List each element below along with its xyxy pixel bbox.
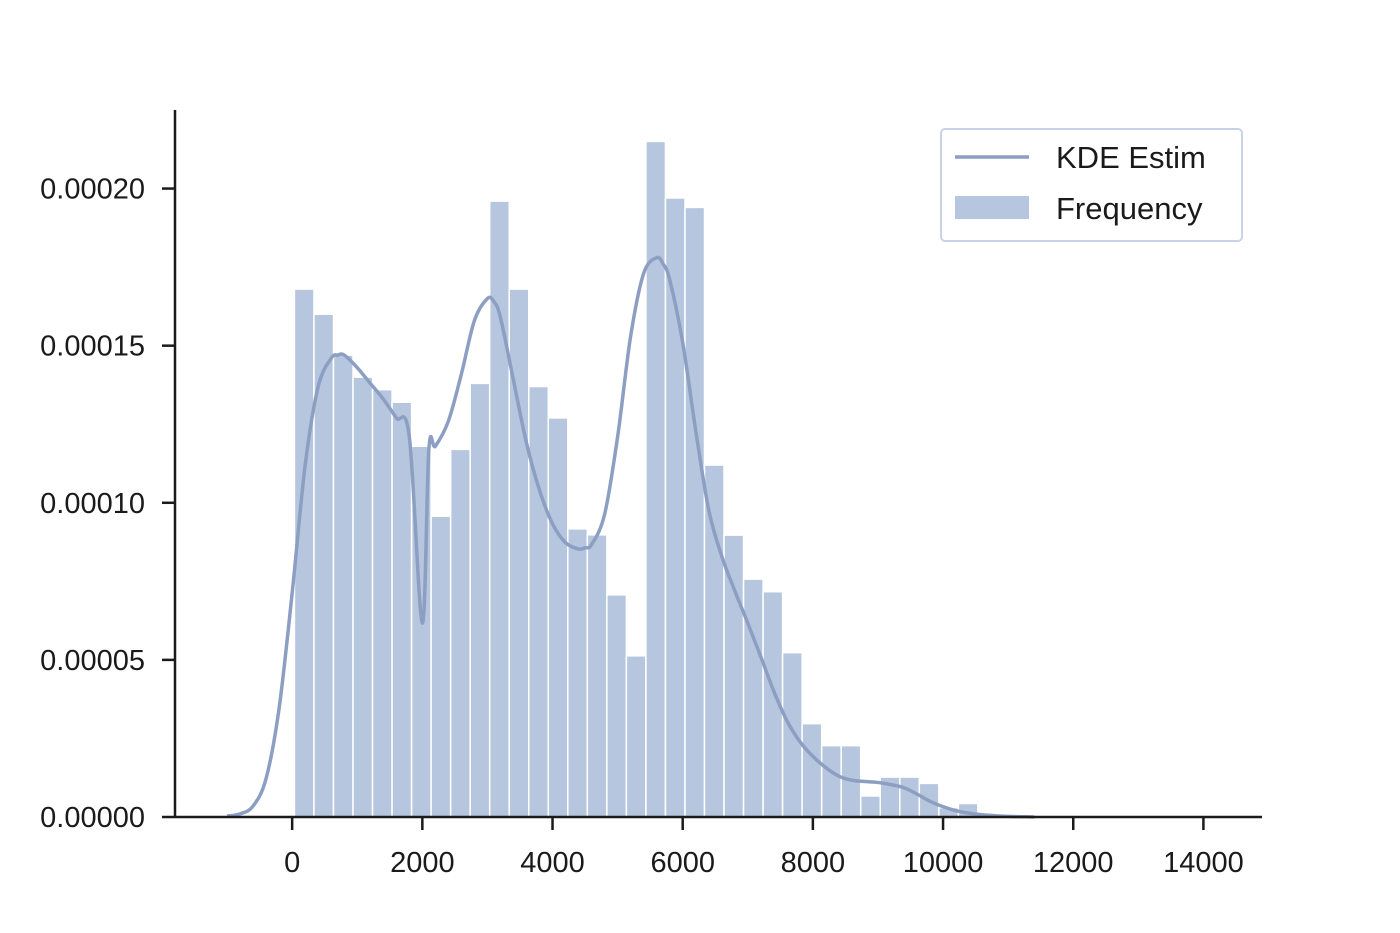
x-tick-label: 2000 [390,847,455,879]
histogram-bar [606,594,628,818]
y-axis-ticks: 0.00000 0.00005 0.00010 0.00015 0.00020 [40,174,175,834]
histogram-bar [488,200,510,818]
x-tick-label: 0 [284,847,300,879]
legend: KDE Estim Frequency [940,128,1243,242]
histogram-bar [430,515,452,818]
x-tick-label: 14000 [1163,847,1244,879]
y-tick-label: 0.00020 [40,174,145,206]
histogram-bar [742,578,764,818]
histogram-bar [801,722,823,818]
histogram-bar [528,385,550,818]
x-axis-ticks: 0 2000 4000 6000 8000 10000 12000 14000 [284,817,1244,879]
histogram-bar [820,744,842,818]
histogram-bar [332,354,354,818]
x-tick-label: 12000 [1033,847,1114,879]
legend-histogram-label: Frequency [1056,191,1203,226]
histogram-bar [664,197,686,818]
x-tick-label: 10000 [903,847,984,879]
histogram-bar [859,795,881,818]
y-tick-label: 0.00015 [40,331,145,363]
histogram-bar [469,382,491,818]
histogram-bars [293,140,979,818]
histogram-bar [449,448,471,818]
y-tick-label: 0.00010 [40,488,145,520]
histogram-bar [547,417,569,818]
histogram-bar [586,534,608,818]
legend-histogram-swatch [955,196,1029,219]
x-tick-label: 8000 [781,847,846,879]
x-tick-label: 4000 [520,847,585,879]
histogram-bar [684,206,706,818]
histogram-bar [352,376,374,818]
y-tick-label: 0.00005 [40,645,145,677]
x-tick-label: 6000 [650,847,715,879]
histogram-bar [899,776,921,818]
histogram-bar [391,401,413,818]
histogram-bar [723,534,745,818]
histogram-bar [703,464,725,818]
y-tick-label: 0.00000 [40,802,145,834]
histogram-bar [371,388,393,818]
legend-kde-label: KDE Estim [1056,140,1206,175]
kde-line [226,255,1035,819]
histogram-bar [645,140,667,818]
histogram-bar [781,651,803,818]
histogram-bar [567,528,589,818]
histogram-bar [625,655,647,818]
